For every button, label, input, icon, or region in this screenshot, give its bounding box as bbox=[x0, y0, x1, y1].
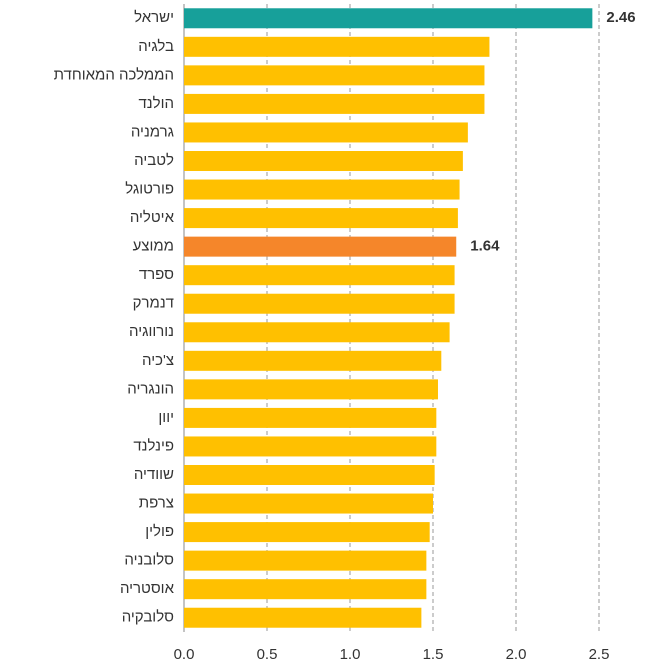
bar bbox=[184, 407, 437, 428]
y-tick-label: גרמניה bbox=[131, 123, 174, 140]
y-tick-label: צרפת bbox=[139, 495, 174, 512]
y-tick-label: הונגריה bbox=[127, 380, 174, 397]
x-tick-label: 1.5 bbox=[423, 646, 444, 662]
y-tick-label: דנמרק bbox=[133, 295, 174, 312]
bar bbox=[184, 550, 427, 571]
bar bbox=[184, 93, 485, 114]
bar bbox=[184, 65, 485, 86]
y-tick-label: צ'כיה bbox=[142, 352, 174, 369]
y-tick-label: סלובניה bbox=[124, 552, 174, 569]
bar bbox=[184, 493, 433, 514]
data-label: 1.64 bbox=[470, 238, 500, 255]
y-tick-label: הולנד bbox=[138, 95, 174, 112]
bar bbox=[184, 265, 455, 286]
bar bbox=[184, 151, 463, 171]
bar bbox=[184, 236, 457, 257]
bar bbox=[184, 350, 442, 371]
y-tick-label: סלובקיה bbox=[122, 609, 174, 626]
y-tick-label: אוסטריה bbox=[120, 580, 175, 597]
bar bbox=[184, 293, 455, 314]
x-tick-label: 0.5 bbox=[257, 646, 278, 662]
data-label: 2.46 bbox=[606, 9, 635, 26]
y-tick-label: נורווגיה bbox=[129, 323, 174, 340]
bar bbox=[184, 322, 450, 343]
x-tick-label: 0.0 bbox=[174, 646, 195, 662]
bar bbox=[184, 436, 437, 457]
bar bbox=[184, 8, 593, 29]
y-tick-label: הממלכה המאוחדת bbox=[54, 66, 174, 83]
bar bbox=[184, 36, 490, 57]
y-tick-label: שוודיה bbox=[134, 466, 174, 483]
y-tick-label: פולין bbox=[145, 523, 174, 540]
bar bbox=[184, 579, 427, 600]
bar bbox=[184, 122, 468, 143]
bar bbox=[184, 208, 458, 229]
y-tick-label: ספרד bbox=[139, 266, 174, 283]
y-tick-label: יוון bbox=[158, 409, 174, 426]
y-tick-label: בלגיה bbox=[138, 38, 174, 55]
x-tick-label: 2.0 bbox=[506, 646, 527, 662]
y-tick-label: ממוצע bbox=[133, 238, 174, 255]
y-tick-label: לטביה bbox=[134, 152, 174, 169]
x-tick-label: 2.5 bbox=[589, 646, 610, 662]
y-tick-label: ישראל bbox=[134, 9, 174, 26]
x-tick-label: 1.0 bbox=[340, 646, 361, 662]
bar bbox=[184, 607, 422, 628]
y-tick-label: איטליה bbox=[130, 209, 175, 226]
bar bbox=[184, 522, 430, 543]
bar bbox=[184, 465, 435, 485]
y-tick-label: פורטוגל bbox=[125, 181, 174, 198]
bar bbox=[184, 179, 460, 200]
bar bbox=[184, 379, 438, 400]
y-tick-label: פינלנד bbox=[133, 437, 174, 454]
